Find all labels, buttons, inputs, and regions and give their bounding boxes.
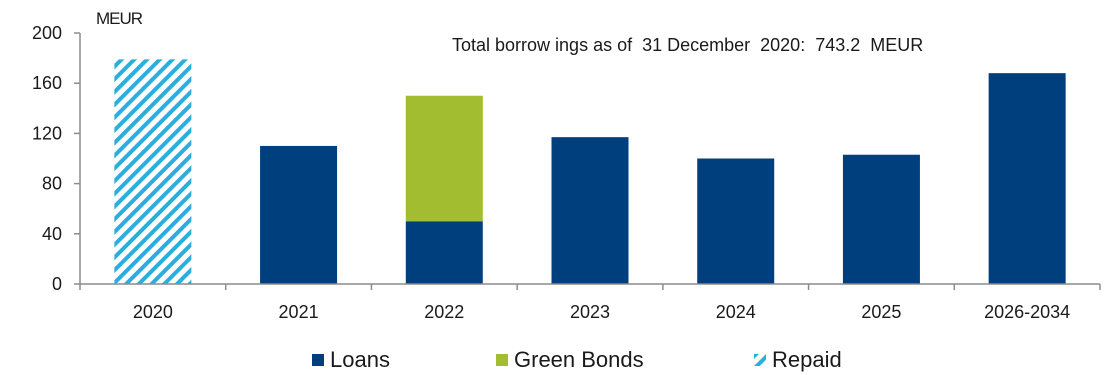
y-tick-label: 40 [42,224,62,244]
x-tick-label: 2022 [424,302,464,322]
legend: Loans Green Bonds Repaid [312,347,842,372]
y-tick-label: 160 [32,73,62,93]
bar-repaid-2020 [114,59,192,285]
bar-loans-2026-2034 [988,73,1066,284]
y-tick-label: 80 [42,174,62,194]
x-tick-label: 2026-2034 [984,302,1070,322]
y-tick-label: 0 [52,274,62,294]
bar-loans-2024 [697,158,775,284]
unit-label: MEUR [96,9,143,28]
bar-green-bonds-2022 [405,95,483,222]
legend-swatch [312,354,324,366]
legend-label: Repaid [772,347,842,372]
legend-swatch-repaid [754,354,766,366]
y-axis-ticks: 0 40 80 120 160 200 [32,23,80,294]
legend-item-loans: Loans [312,347,390,372]
bar-loans-2025 [842,154,920,284]
legend-item-green-bonds: Green Bonds [496,347,644,372]
legend-swatch [496,354,508,366]
bars [114,59,1066,285]
bar-loans-2021 [260,145,338,284]
x-tick-label: 2024 [716,302,756,322]
bar-loans-2023 [551,137,629,284]
x-tick-label: 2023 [570,302,610,322]
legend-label: Loans [330,347,390,372]
x-axis-ticks: 2020 2021 2022 2023 2024 2025 2026-2034 [79,284,1101,322]
x-tick-label: 2020 [133,302,173,322]
total-borrowings-annotation: Total borrow ings as of 31 December 2020… [452,35,923,55]
y-tick-label: 200 [32,23,62,43]
y-tick-label: 120 [32,123,62,143]
x-tick-label: 2021 [279,302,319,322]
legend-item-repaid: Repaid [754,347,842,372]
legend-label: Green Bonds [514,347,644,372]
x-tick-label: 2025 [861,302,901,322]
bar-loans-2022 [405,221,483,284]
